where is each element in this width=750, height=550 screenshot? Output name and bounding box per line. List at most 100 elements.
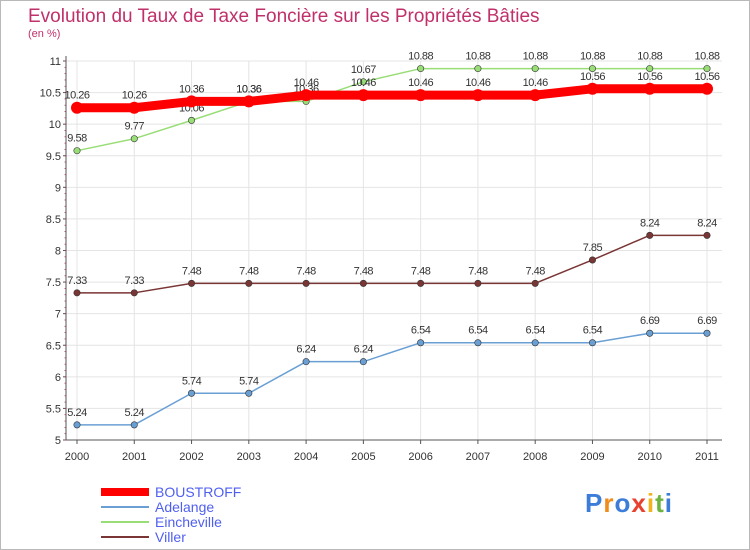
- data-label: 10.67: [351, 64, 376, 76]
- data-point: [703, 231, 711, 239]
- data-label: 7.33: [67, 275, 87, 287]
- data-label: 10.36: [179, 83, 204, 95]
- x-tick-label: 2004: [294, 451, 318, 463]
- data-point: [703, 65, 711, 73]
- data-point: [73, 289, 81, 297]
- series-line-adelange: [77, 332, 707, 426]
- series-line-eincheville: [76, 67, 707, 152]
- y-tick-label: 7: [55, 309, 61, 321]
- x-tick-label: 2000: [65, 451, 89, 463]
- data-point: [531, 65, 539, 73]
- data-label: 5.74: [182, 375, 202, 387]
- y-tick-label: 7.5: [46, 277, 61, 289]
- data-point: [71, 101, 83, 114]
- data-point: [531, 279, 539, 287]
- data-label: 8.24: [640, 217, 660, 229]
- data-point: [300, 89, 313, 102]
- data-point: [359, 358, 367, 366]
- data-label: 7.48: [354, 265, 374, 277]
- data-label: 6.69: [640, 315, 660, 327]
- data-point: [646, 231, 654, 239]
- legend-swatch: [101, 521, 149, 523]
- legend-label: Eincheville: [155, 514, 222, 530]
- data-label: 10.46: [523, 77, 548, 89]
- data-point: [471, 89, 484, 102]
- legend-swatch: [101, 536, 149, 538]
- data-point: [245, 389, 253, 397]
- legend-label: Viller: [155, 529, 186, 545]
- chart-subtitle: (en %): [28, 28, 61, 40]
- data-label: 6.24: [354, 344, 374, 356]
- data-label: 7.33: [125, 275, 145, 287]
- y-tick-label: 5: [55, 435, 61, 447]
- legend: BOUSTROFF Adelange Eincheville Viller: [101, 485, 321, 545]
- data-point: [474, 279, 482, 287]
- data-label: 10.88: [523, 51, 548, 63]
- data-label: 10.46: [351, 77, 376, 89]
- legend-item: Adelange: [101, 500, 321, 515]
- data-label: 7.48: [468, 265, 488, 277]
- x-tick-label: 2009: [580, 451, 604, 463]
- data-label: 10.36: [236, 83, 261, 95]
- data-label: 10.46: [294, 77, 319, 89]
- data-point: [185, 95, 198, 108]
- data-label: 6.69: [697, 315, 717, 327]
- legend-swatch: [101, 488, 149, 496]
- y-tick-label: 10: [49, 119, 61, 131]
- data-point: [130, 421, 138, 429]
- legend-item: BOUSTROFF: [101, 485, 321, 500]
- y-tick-label: 10.5: [40, 88, 61, 100]
- data-label: 10.88: [637, 51, 662, 63]
- data-label: 10.26: [122, 90, 147, 102]
- legend-item: Eincheville: [101, 515, 321, 530]
- data-point: [302, 279, 310, 287]
- y-tick-label: 6: [55, 372, 61, 384]
- data-label: 6.24: [296, 344, 316, 356]
- logo-letter: P: [585, 488, 604, 518]
- y-tick-label: 8.5: [46, 214, 61, 226]
- data-point: [357, 89, 370, 102]
- x-tick-label: 2003: [237, 451, 261, 463]
- data-point: [529, 89, 542, 102]
- legend-item: Viller: [101, 530, 321, 545]
- data-label: 10.36: [236, 83, 261, 95]
- data-label: 6.54: [468, 325, 488, 337]
- data-point: [130, 135, 138, 143]
- x-tick-label: 2005: [351, 451, 375, 463]
- data-label: 6.54: [583, 325, 603, 337]
- data-point: [701, 82, 713, 95]
- data-point: [703, 329, 711, 337]
- data-point: [646, 329, 654, 337]
- data-label: 8.24: [697, 217, 717, 229]
- data-point: [588, 65, 596, 73]
- data-point: [474, 65, 482, 73]
- data-label: 5.74: [239, 375, 259, 387]
- logo-letter: r: [603, 488, 615, 518]
- data-label: 10.46: [465, 77, 490, 89]
- data-label: 7.48: [296, 265, 316, 277]
- logo-letter: i: [646, 488, 656, 518]
- series-line-boustroff: [77, 84, 707, 113]
- data-label: 7.48: [239, 265, 259, 277]
- data-label: 10.88: [408, 51, 433, 63]
- data-label: 7.48: [525, 265, 545, 277]
- data-point: [586, 82, 599, 95]
- series-line-viller: [77, 234, 707, 294]
- x-tick-label: 2006: [408, 451, 432, 463]
- data-label: 7.85: [583, 242, 603, 254]
- data-point: [359, 78, 367, 86]
- data-point: [643, 82, 656, 95]
- y-tick-label: 8: [55, 246, 61, 258]
- data-point: [128, 101, 141, 114]
- data-label: 10.26: [64, 90, 89, 102]
- data-point: [646, 65, 654, 73]
- legend-label: Adelange: [155, 499, 215, 515]
- data-label: 10.56: [580, 71, 605, 83]
- x-tick-label: 2001: [122, 451, 146, 463]
- data-label: 5.24: [67, 407, 87, 419]
- data-label: 7.48: [182, 265, 202, 277]
- data-label: 6.54: [411, 325, 431, 337]
- data-point: [73, 147, 81, 155]
